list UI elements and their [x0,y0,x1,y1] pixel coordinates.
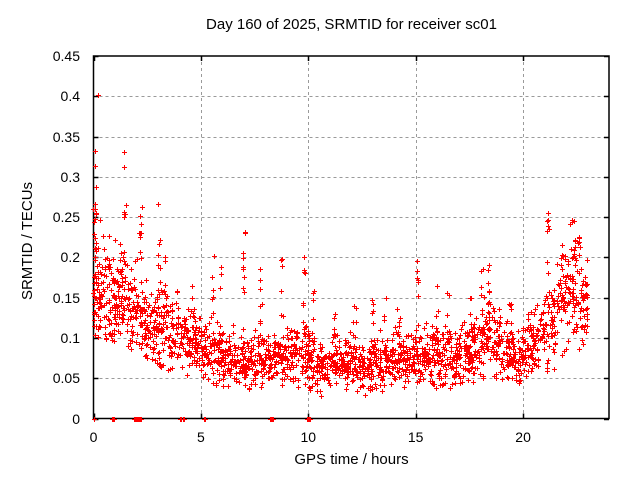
y-tick-label-0: 0 [72,410,80,427]
y-tick-label-0.3: 0.3 [60,168,80,185]
y-tick-label-0.2: 0.2 [60,249,80,266]
x-tick-label-20: 20 [515,429,531,445]
x-axis-label: GPS time / hours [294,451,409,468]
data-points [91,93,590,422]
y-tick-label-0.05: 0.05 [52,370,80,387]
y-tick-label-0.25: 0.25 [52,209,80,226]
grid-lines [93,56,609,419]
x-tick-label-15: 15 [407,429,424,445]
x-tick-label-10: 10 [300,429,317,445]
y-tick-label-0.4: 0.4 [60,88,80,105]
plot-border [92,55,610,420]
x-tick-label-5: 5 [196,429,205,445]
axis-ticks [93,55,609,421]
y-tick-label-0.15: 0.15 [52,289,80,306]
y-tick-label-0.45: 0.45 [52,48,80,64]
chart-title: Day 160 of 2025, SRMTID for receiver sc0… [206,16,497,33]
x-tick-label-0: 0 [89,429,98,445]
y-tick-label-0.35: 0.35 [52,128,80,145]
y-tick-label-0.1: 0.1 [60,329,80,346]
